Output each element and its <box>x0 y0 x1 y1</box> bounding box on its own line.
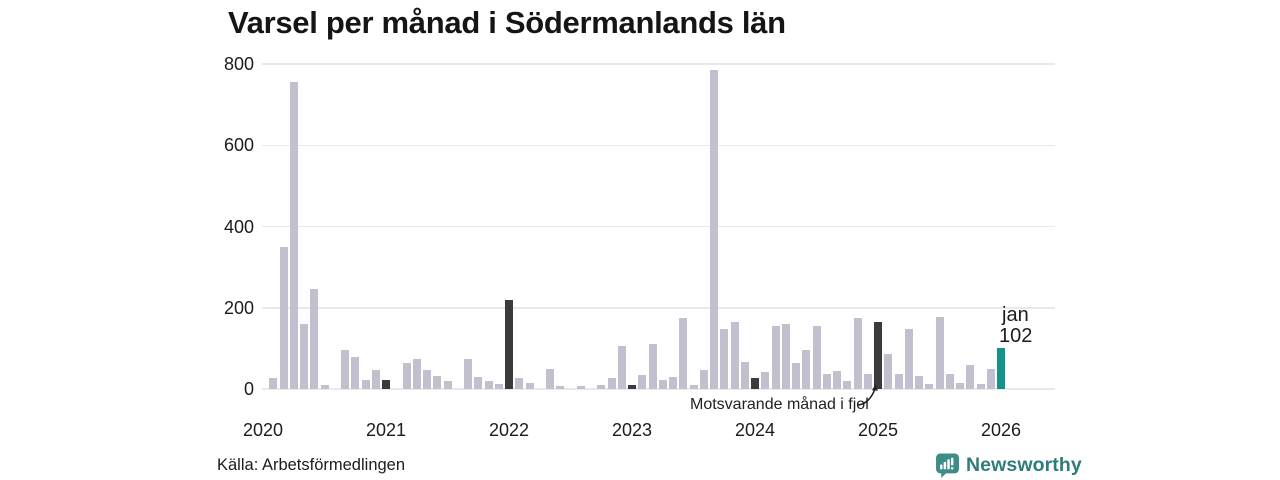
bar-2023-11 <box>730 321 739 389</box>
bar-2021-04 <box>412 359 421 389</box>
x-axis-tick-2026: 2026 <box>980 420 1022 440</box>
bar-2023-12 <box>740 361 749 389</box>
x-axis-tick-2021: 2021 <box>365 420 407 440</box>
bar-2022-06 <box>556 386 565 389</box>
bar-2020-11 <box>361 380 370 389</box>
x-axis-tick-2020: 2020 <box>242 420 284 440</box>
x-axis-tick-2023: 2023 <box>611 420 653 440</box>
bar-2024-04 <box>781 324 790 389</box>
bar-2025-03 <box>894 374 903 389</box>
bar-2022-03 <box>525 382 534 389</box>
gridline-600 <box>262 144 1055 146</box>
bar-2022-02 <box>515 378 524 389</box>
bar-2024-03 <box>771 326 780 389</box>
x-axis-tick-2024: 2024 <box>734 420 776 440</box>
bar-2020-06 <box>310 289 319 389</box>
gridline-400 <box>262 225 1055 228</box>
bar-2025-02 <box>884 354 893 389</box>
current-month-label: jan 102 <box>999 305 1032 347</box>
bar-2023-05 <box>669 377 677 389</box>
bar-2022-01 <box>505 299 513 389</box>
bar-2020-02 <box>269 378 278 389</box>
x-axis-tick-2022: 2022 <box>488 420 530 440</box>
bar-2021-10 <box>474 377 483 389</box>
bar-2024-01 <box>751 378 759 389</box>
bar-2024-02 <box>761 371 770 389</box>
annotation-last-year: Motsvarande månad i fjol <box>690 396 869 413</box>
bar-2024-10 <box>843 380 852 389</box>
newsworthy-logo-text: Newsworthy <box>966 453 1082 476</box>
current-month-value: 102 <box>999 325 1033 347</box>
bar-2023-07 <box>689 384 698 389</box>
y-axis-tick-200: 200 <box>223 297 254 318</box>
bar-2022-10 <box>597 384 606 389</box>
bar-2022-05 <box>546 369 554 389</box>
bar-2021-05 <box>423 369 431 389</box>
current-month-name: jan <box>1002 304 1029 326</box>
y-axis-tick-800: 800 <box>223 54 254 74</box>
bar-2023-09 <box>710 70 718 389</box>
bar-2023-08 <box>699 370 708 389</box>
bar-2023-03 <box>648 344 657 389</box>
bar-2025-10 <box>966 364 975 389</box>
y-axis-tick-600: 600 <box>223 135 254 156</box>
bar-2025-11 <box>976 383 985 389</box>
bar-2025-05 <box>915 376 923 389</box>
bar-2021-09 <box>464 358 472 389</box>
bar-2024-06 <box>802 350 811 389</box>
newsworthy-chart-bubble-icon <box>936 453 959 478</box>
bar-2023-10 <box>720 328 729 389</box>
y-axis-tick-0: 0 <box>243 379 254 399</box>
bar-2025-07 <box>935 317 944 389</box>
chart-title: Varsel per månad i Södermanlands län <box>228 5 786 40</box>
bar-2022-11 <box>607 378 616 389</box>
bar-2024-07 <box>812 326 821 389</box>
gridline-200 <box>262 307 1055 309</box>
newsworthy-logo: Newsworthy <box>935 452 1082 478</box>
bar-2025-08 <box>945 374 954 389</box>
x-axis-tick-2025: 2025 <box>857 420 899 440</box>
bar-2021-03 <box>402 363 411 389</box>
bar-2025-06 <box>925 384 934 389</box>
bar-2021-06 <box>433 376 442 389</box>
bar-2026-01 <box>997 347 1005 389</box>
bar-2020-09 <box>341 349 349 389</box>
bar-2025-04 <box>904 328 913 389</box>
bar-2020-05 <box>300 324 308 389</box>
bar-2020-04 <box>289 82 298 389</box>
bar-2024-11 <box>853 318 862 389</box>
bar-2023-02 <box>638 374 647 389</box>
bar-2025-09 <box>956 382 964 389</box>
bar-2024-08 <box>822 374 831 389</box>
bar-2022-08 <box>576 386 585 389</box>
bar-2020-07 <box>320 385 329 389</box>
bar-2023-06 <box>679 317 688 389</box>
bar-2024-09 <box>833 370 841 389</box>
bar-2021-01 <box>382 379 390 389</box>
bar-2023-04 <box>658 380 667 389</box>
gridline-800 <box>262 63 1055 65</box>
bar-2021-11 <box>484 380 493 389</box>
bar-2025-12 <box>986 368 995 389</box>
bar-2020-12 <box>371 369 380 389</box>
bar-2020-10 <box>351 357 360 389</box>
y-axis-tick-400: 400 <box>223 216 254 237</box>
bar-2023-01 <box>628 384 636 389</box>
source-label: Källa: Arbetsförmedlingen <box>217 456 406 474</box>
bar-2024-12 <box>863 374 872 389</box>
bar-2022-12 <box>617 346 626 389</box>
bar-2021-12 <box>494 384 503 389</box>
bar-2024-05 <box>792 362 800 389</box>
bar-2021-07 <box>443 380 452 389</box>
gridline-0 <box>262 388 1055 390</box>
bar-2025-01 <box>874 321 882 389</box>
bar-2020-03 <box>279 246 288 389</box>
annotation-arrow-icon <box>856 384 878 406</box>
